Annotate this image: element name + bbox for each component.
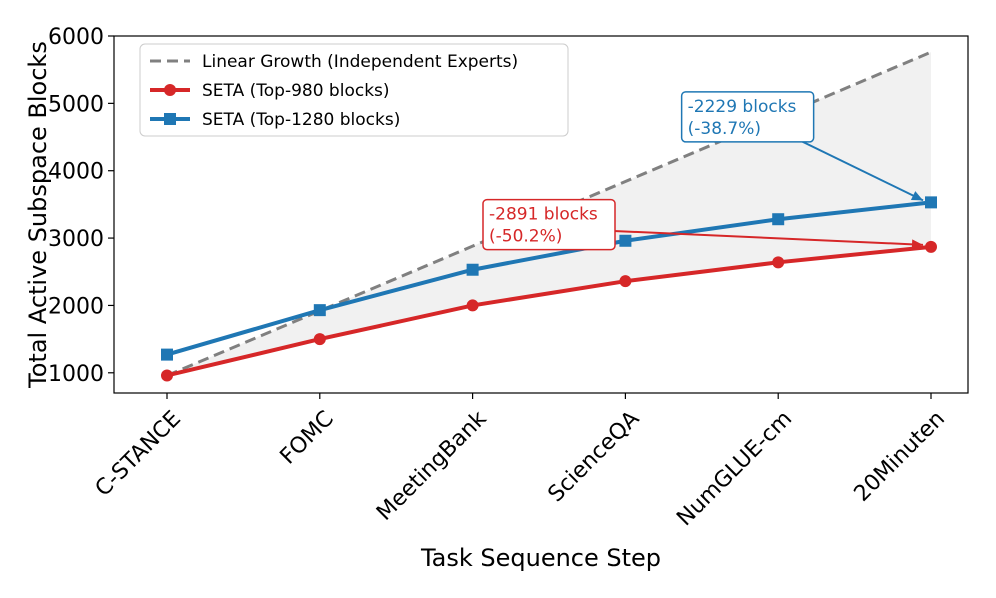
data-point — [619, 275, 632, 288]
data-point — [772, 213, 785, 226]
data-point — [925, 240, 937, 253]
annotation-text: -2229 blocks — [688, 97, 797, 117]
x-tick-label: MeetingBank — [372, 406, 492, 526]
y-axis-title: Total Active Subspace Blocks — [24, 41, 52, 389]
annotations: -2891 blocks(-50.2%) -2229 blocks(-38.7%) — [482, 91, 924, 251]
annotation-text: (-50.2%) — [489, 227, 562, 247]
data-point — [619, 234, 632, 247]
legend-marker — [164, 84, 176, 96]
plot-frame — [113, 35, 969, 394]
annotation-arrowhead — [911, 239, 923, 250]
y-tick-label: 6000 — [48, 25, 104, 50]
x-axis-title: Task Sequence Step — [420, 544, 661, 572]
y-tick-label: 4000 — [48, 160, 104, 185]
series-line — [166, 244, 932, 378]
data-point — [466, 299, 479, 312]
legend-label: SETA (Top-980 blocks) — [202, 81, 390, 101]
series-markers — [161, 196, 937, 382]
legend-box — [139, 43, 569, 137]
x-tick-label: FOMC — [276, 406, 339, 469]
x-tick-label: 20Minuten — [850, 406, 950, 506]
data-point — [466, 263, 479, 276]
y-axis: 1000 2000 3000 4000 5000 6000 — [48, 25, 114, 387]
y-tick-label: 1000 — [48, 362, 104, 387]
legend: Linear Growth (Independent Experts) SETA … — [139, 43, 569, 137]
data-point — [313, 333, 326, 346]
data-point — [313, 304, 326, 317]
y-tick-label: 2000 — [48, 294, 104, 319]
legend-label: Linear Growth (Independent Experts) — [202, 52, 518, 72]
x-tick-label: C-STANCE — [91, 406, 186, 501]
annotation-arrow — [560, 227, 924, 246]
y-tick-label: 3000 — [48, 227, 104, 252]
series-line — [166, 200, 932, 357]
data-point — [161, 369, 173, 382]
x-tick-label: ScienceQA — [544, 406, 645, 507]
annotation-text: (-38.7%) — [688, 119, 761, 139]
annotation-arrowhead — [910, 191, 923, 201]
data-point — [161, 348, 173, 361]
annotation-box — [482, 198, 616, 251]
x-axis: C-STANCE FOMC MeetingBank ScienceQA NumGLUE-… — [91, 393, 950, 531]
annotation-box — [680, 91, 815, 143]
legend-marker — [164, 113, 176, 125]
data-point — [772, 256, 785, 269]
annotation-text: -2891 blocks — [489, 205, 598, 225]
y-tick-label: 5000 — [48, 92, 104, 117]
data-point — [925, 196, 937, 209]
legend-label: SETA (Top-1280 blocks) — [202, 110, 400, 130]
x-tick-label: NumGLUE-cm — [672, 406, 797, 531]
